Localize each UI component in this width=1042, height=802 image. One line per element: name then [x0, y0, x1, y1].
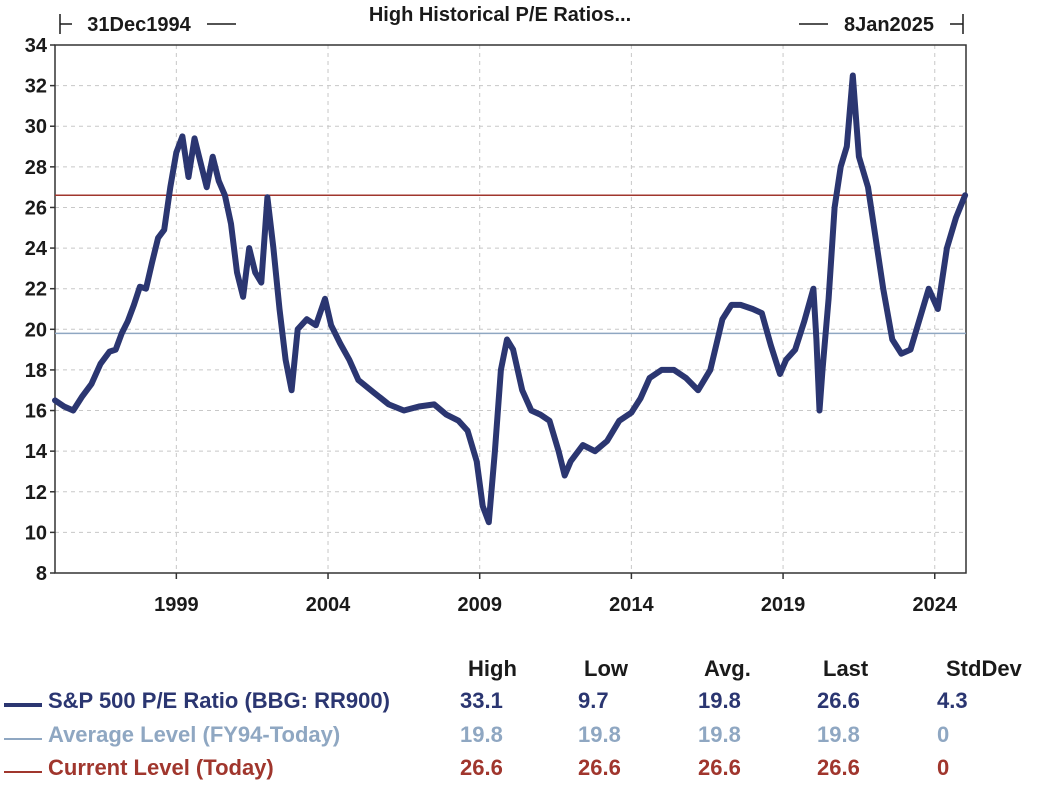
legend-swatch-average: [4, 738, 42, 740]
stat-last: 26.6: [817, 755, 860, 780]
y-tick-label: 28: [25, 157, 47, 179]
legend-row-average: Average Level (FY94-Today) 19.8 19.8 19.…: [0, 722, 1042, 754]
y-tick-label: 22: [25, 279, 47, 301]
y-tick-label: 30: [25, 116, 47, 138]
x-tick-label: 1999: [154, 594, 199, 616]
start-date-marker: 31Dec1994: [59, 14, 236, 36]
legend-table: High Low Avg. Last StdDev S&P 500 P/E Ra…: [0, 656, 1042, 796]
y-tick-label: 12: [25, 482, 47, 504]
legend-label: Current Level (Today): [48, 755, 274, 780]
x-axis-ticks: 1999 2004 2009 2014 2019 2024: [154, 573, 958, 616]
pe-ratio-chart: 8 10 12 14 16 18 20 22 24 26 28 30 32 34 1999 2004 2009…: [25, 4, 969, 616]
y-axis-ticks: 8 10 12 14 16 18 20 22 24 26 28 30 32 34: [25, 35, 55, 585]
legend-swatch-pe-ratio: [4, 703, 42, 707]
header-stddev: StdDev: [946, 656, 1022, 681]
y-tick-label: 14: [25, 441, 48, 463]
legend-swatch-current: [4, 771, 42, 773]
stat-low: 19.8: [578, 722, 621, 747]
y-tick-label: 26: [25, 197, 47, 219]
header-last: Last: [823, 656, 869, 681]
end-date-marker: 8Jan2025: [799, 14, 964, 36]
pe-ratio-series-line: [52, 72, 969, 526]
header-low: Low: [584, 656, 628, 681]
stat-high: 19.8: [460, 722, 503, 747]
stat-stddev: 0: [937, 722, 950, 747]
start-date-label: 31Dec1994: [87, 14, 191, 36]
stat-low: 9.7: [578, 688, 609, 713]
y-tick-label: 34: [25, 35, 48, 57]
stat-high: 33.1: [460, 688, 503, 713]
stat-stddev: 4.3: [937, 688, 968, 713]
header-avg: Avg.: [704, 656, 751, 681]
stat-last: 19.8: [817, 722, 860, 747]
stat-high: 26.6: [460, 755, 503, 780]
legend-label: Average Level (FY94-Today): [48, 722, 341, 747]
stat-last: 26.6: [817, 688, 860, 713]
stat-stddev: 0: [937, 755, 950, 780]
y-tick-label: 20: [25, 319, 47, 341]
header-high: High: [468, 656, 517, 681]
x-tick-label: 2019: [761, 594, 806, 616]
x-tick-label: 2009: [457, 594, 502, 616]
series-layer: [52, 72, 969, 526]
legend-header-row: High Low Avg. Last StdDev: [0, 656, 1042, 688]
y-tick-label: 10: [25, 522, 47, 544]
y-tick-label: 32: [25, 76, 47, 98]
stat-avg: 19.8: [698, 688, 741, 713]
stat-avg: 19.8: [698, 722, 741, 747]
chart-title: High Historical P/E Ratios...: [369, 4, 631, 26]
plot-frame: [54, 44, 967, 574]
x-tick-label: 2024: [913, 594, 958, 616]
y-tick-label: 24: [25, 238, 48, 260]
y-tick-label: 8: [36, 563, 47, 585]
y-tick-label: 18: [25, 360, 47, 382]
legend-row-pe-ratio: S&P 500 P/E Ratio (BBG: RR900) 33.1 9.7 …: [0, 688, 1042, 720]
y-tick-label: 16: [25, 401, 47, 423]
stat-low: 26.6: [578, 755, 621, 780]
x-tick-label: 2004: [306, 594, 351, 616]
legend-label: S&P 500 P/E Ratio (BBG: RR900): [48, 688, 390, 713]
x-tick-label: 2014: [609, 594, 654, 616]
legend-row-current: Current Level (Today) 26.6 26.6 26.6 26.…: [0, 755, 1042, 787]
stat-avg: 26.6: [698, 755, 741, 780]
end-date-label: 8Jan2025: [844, 14, 934, 36]
